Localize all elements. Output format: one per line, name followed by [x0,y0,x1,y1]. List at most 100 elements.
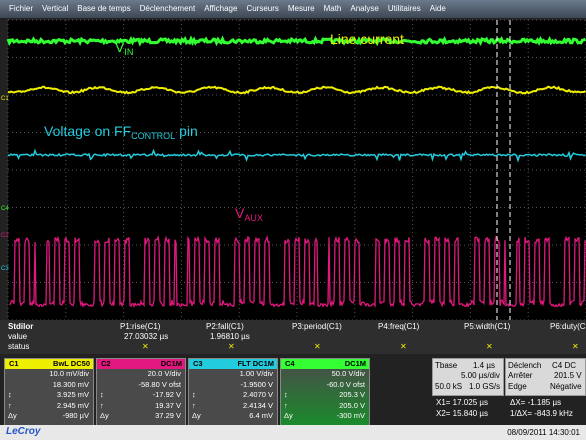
channel-value: 2.945 mV [56,400,89,410]
channel-line: ↑ 19.37 V [97,401,185,412]
timebase-delay: 1.4 µs [473,361,495,370]
channel-box[interactable]: C1 BwL DC50 10.0 mV/div 18.300 mV ↕ 3.925 mV ↑… [4,358,94,426]
param-status: ✕ [228,342,235,351]
menu-item[interactable]: Fichier [9,4,34,13]
channel-marker: C3 [1,266,9,272]
channel-name: C2 [101,359,111,368]
row-symbol: Δy [8,411,17,420]
channel-header: C1 BwL DC50 [5,359,93,369]
channel-line: Δy -980 µV [5,411,93,422]
annotation-text: V [235,205,245,221]
trigger-title: Déclench [508,361,542,370]
row-symbol: ↕ [100,390,104,399]
param-name: P3:period(C1) [292,322,342,331]
channel-value: -60.0 V ofst [326,379,365,389]
channel-line: Δy 37.29 V [97,411,185,422]
channel-value: 205.0 V [339,400,365,410]
annotation: VAUX [235,205,263,223]
trace-vin [6,35,586,47]
channel-value: 6.4 mV [249,411,273,420]
annotation: Voltage on FFCONTROL pin [44,123,198,141]
channel-header: C2 DC1M [97,359,185,369]
channel-value: 50.0 V/div [331,369,365,378]
param-status: ✕ [572,342,579,351]
channel-value: -17.92 V [152,390,181,399]
param-status: ✕ [486,342,493,351]
annotation-sub: AUX [244,213,263,223]
timebase-rate: 1.0 GS/s [469,382,501,391]
channel-line: ↕ 3.925 mV [5,390,93,401]
menu-item[interactable]: Curseurs [246,4,279,13]
channel-value: 18.300 mV [52,379,89,389]
cursor-readout: X1= 17.025 µs [436,398,488,407]
channel-line: 20.0 V/div [97,369,185,380]
row-symbol: ↑ [8,400,12,410]
channel-line: ↕ -17.92 V [97,390,185,401]
channel-box[interactable]: C4 DC1M 50.0 V/div -60.0 V ofst ↕ 205.3 V ↑ 205… [280,358,370,426]
channel-value: 2.4134 V [242,400,273,410]
row-symbol: Δy [100,411,109,420]
annotation-after: pin [175,123,198,139]
annotation: VIN [115,39,133,57]
channel-line: ↕ 2.4070 V [189,390,277,401]
menu-bar: Fichier Vertical Base de temps Déclenchemen… [0,0,586,18]
brand: LeCroy [6,426,41,437]
row-symbol: ↕ [8,390,12,399]
annotation-sub: IN [124,47,133,57]
channel-coupling: DC1M [344,359,366,368]
cursor-readout: 1/ΔX= -843.9 kHz [510,409,573,418]
channel-value: -300 mV [336,411,365,420]
param-name: P2:fall(C1) [206,322,244,331]
menu-item[interactable]: Déclenchement [139,4,196,13]
channel-line: 18.300 mV [5,380,93,391]
channel-coupling: DC1M [160,359,182,368]
trigger-slope: Négative [550,382,582,391]
channel-value: 37.29 V [155,411,181,420]
channel-value: 20.0 V/div [147,369,181,378]
row-symbol: ↕ [192,390,196,399]
annotation: Line current [330,31,404,47]
trigger-type: Edge [508,382,527,391]
channel-line: -60.0 V ofst [281,380,369,391]
channel-value: 1.00 V/div [239,369,273,378]
menu-item[interactable]: Analyse [350,4,379,13]
channel-value: 205.3 V [339,390,365,399]
param-status: ✕ [142,342,149,351]
timebase-box[interactable]: Tbase 1.4 µs 5.00 µs/div 50.0 kS 1.0 GS/s [432,358,504,396]
menu-item[interactable]: Aide [429,4,446,13]
channel-line: 10.0 mV/div [5,369,93,380]
cursor-readout: X2= 15.840 µs [436,409,488,418]
channel-line: ↑ 2.4134 V [189,401,277,412]
channel-marker: C1 [1,96,9,102]
channel-line: 1.00 V/div [189,369,277,380]
channel-value: -58.80 V ofst [138,379,181,389]
menu-item[interactable]: Math [323,4,342,13]
menu-item[interactable]: Vertical [42,4,69,13]
channel-line: 50.0 V/div [281,369,369,380]
annotation-sub: CONTROL [131,131,175,141]
channel-box[interactable]: C2 DC1M 20.0 V/div -58.80 V ofst ↕ -17.92 V ↑ 1… [96,358,186,426]
channel-box[interactable]: C3 FLT DC1M 1.00 V/div -1.9500 V ↕ 2.4070 V ↑ 2… [188,358,278,426]
channel-header: C4 DC1M [281,359,369,369]
row-symbol: Δy [192,411,201,420]
trigger-source: C4 DC [552,361,577,370]
row-symbol: ↑ [100,400,104,410]
trace-ff-control [7,148,586,163]
channel-value: 19.37 V [155,400,181,410]
menu-item[interactable]: Mesure [287,4,315,13]
trigger-box[interactable]: Déclench C4 DC Arrêter 201.5 V Edge Négative [505,358,586,396]
menu-item[interactable]: Utilitaires [387,4,421,13]
channel-name: C4 [285,359,295,368]
menu-item[interactable]: Affichage [204,4,238,13]
trigger-mode: Arrêter [508,371,533,380]
measurement-table: Stdilor value status P1:rise(C1) 27.03032 µs… [0,320,586,354]
trace-line-current [7,85,586,95]
param-name: P4:freq(C1) [378,322,420,331]
row-symbol: ↑ [284,400,288,410]
channel-name: C3 [193,359,203,368]
param-value: 27.03032 µs [124,332,169,341]
menu-item[interactable]: Base de temps [77,4,131,13]
row-symbol: ↑ [192,400,196,410]
param-name: P5:width(C1) [464,322,511,331]
